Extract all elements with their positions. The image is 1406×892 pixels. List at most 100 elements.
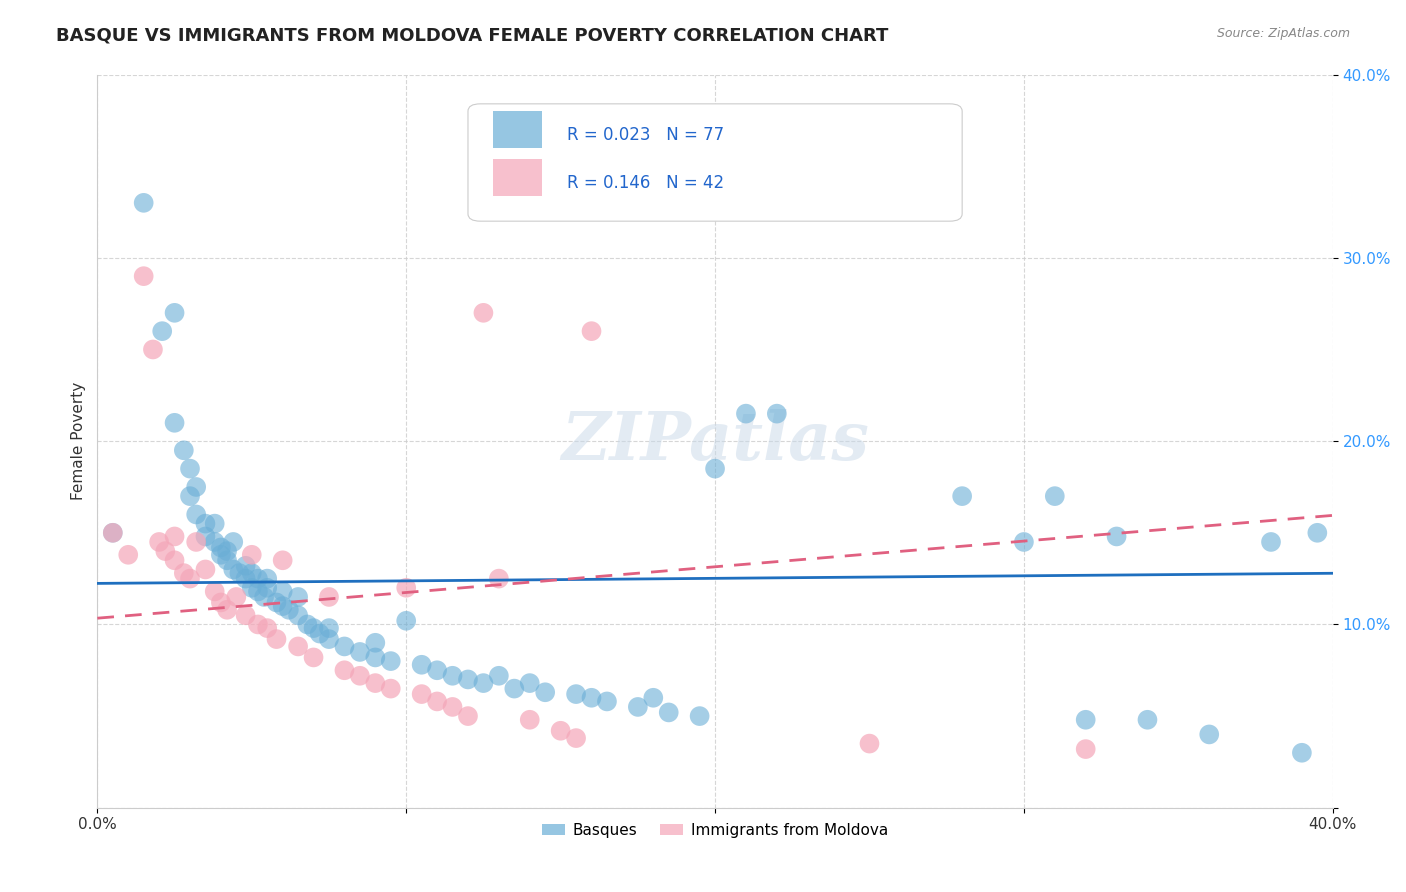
FancyBboxPatch shape xyxy=(468,103,962,221)
Basques xyxy=(318,632,340,646)
Immigrants from Moldova xyxy=(194,562,217,576)
Basques xyxy=(235,572,257,586)
Immigrants from Moldova xyxy=(287,640,309,654)
Text: R = 0.023   N = 77: R = 0.023 N = 77 xyxy=(567,126,724,144)
Immigrants from Moldova xyxy=(441,700,464,714)
Text: BASQUE VS IMMIGRANTS FROM MOLDOVA FEMALE POVERTY CORRELATION CHART: BASQUE VS IMMIGRANTS FROM MOLDOVA FEMALE… xyxy=(56,27,889,45)
Immigrants from Moldova xyxy=(488,572,510,586)
Basques xyxy=(132,195,155,210)
Basques xyxy=(256,581,278,595)
Basques xyxy=(488,669,510,683)
Immigrants from Moldova xyxy=(246,617,269,632)
Basques xyxy=(194,529,217,543)
Basques xyxy=(457,673,479,687)
Basques xyxy=(186,480,208,494)
Immigrants from Moldova xyxy=(132,269,155,284)
Basques xyxy=(256,572,278,586)
Basques xyxy=(411,657,433,672)
Basques xyxy=(581,690,603,705)
Immigrants from Moldova xyxy=(101,525,124,540)
Basques xyxy=(364,636,387,650)
Immigrants from Moldova xyxy=(266,632,288,646)
Immigrants from Moldova xyxy=(271,553,294,567)
Basques xyxy=(950,489,973,503)
Immigrants from Moldova xyxy=(472,306,495,320)
Basques xyxy=(217,553,239,567)
Immigrants from Moldova xyxy=(581,324,603,338)
Basques xyxy=(150,324,173,338)
Basques xyxy=(1012,535,1035,549)
Basques xyxy=(179,489,201,503)
Basques xyxy=(204,535,226,549)
Basques xyxy=(318,621,340,635)
Immigrants from Moldova xyxy=(148,535,170,549)
Immigrants from Moldova xyxy=(155,544,177,558)
Basques xyxy=(271,599,294,613)
Basques xyxy=(222,562,245,576)
Y-axis label: Female Poverty: Female Poverty xyxy=(72,382,86,500)
Basques xyxy=(565,687,588,701)
Basques xyxy=(222,535,245,549)
Immigrants from Moldova xyxy=(235,608,257,623)
Basques xyxy=(277,603,299,617)
Basques xyxy=(689,709,711,723)
Basques xyxy=(308,626,330,640)
Immigrants from Moldova xyxy=(142,343,165,357)
Basques xyxy=(173,443,195,458)
Text: Source: ZipAtlas.com: Source: ZipAtlas.com xyxy=(1216,27,1350,40)
Immigrants from Moldova xyxy=(411,687,433,701)
Basques xyxy=(658,706,681,720)
Basques xyxy=(349,645,371,659)
Bar xyxy=(492,159,543,195)
Basques xyxy=(766,407,789,421)
Basques xyxy=(1105,529,1128,543)
Basques xyxy=(297,617,319,632)
Bar xyxy=(492,112,543,148)
Basques xyxy=(627,700,650,714)
Basques xyxy=(596,694,619,708)
Immigrants from Moldova xyxy=(163,553,186,567)
Immigrants from Moldova xyxy=(217,603,239,617)
Basques xyxy=(217,544,239,558)
Basques xyxy=(364,650,387,665)
Basques xyxy=(395,614,418,628)
Basques xyxy=(1043,489,1066,503)
Immigrants from Moldova xyxy=(179,572,201,586)
Immigrants from Moldova xyxy=(318,590,340,604)
Basques xyxy=(186,508,208,522)
Legend: Basques, Immigrants from Moldova: Basques, Immigrants from Moldova xyxy=(536,817,894,844)
Basques xyxy=(1260,535,1282,549)
Immigrants from Moldova xyxy=(333,663,356,677)
Basques xyxy=(240,566,263,581)
Immigrants from Moldova xyxy=(364,676,387,690)
Basques xyxy=(1198,727,1220,741)
Immigrants from Moldova xyxy=(163,529,186,543)
Basques xyxy=(194,516,217,531)
Basques xyxy=(246,584,269,599)
Immigrants from Moldova xyxy=(457,709,479,723)
Immigrants from Moldova xyxy=(256,621,278,635)
Basques xyxy=(228,566,250,581)
Text: R = 0.146   N = 42: R = 0.146 N = 42 xyxy=(567,174,724,192)
Basques xyxy=(1306,525,1329,540)
Immigrants from Moldova xyxy=(519,713,541,727)
Basques xyxy=(302,621,325,635)
Immigrants from Moldova xyxy=(395,581,418,595)
Basques xyxy=(333,640,356,654)
Basques xyxy=(441,669,464,683)
Immigrants from Moldova xyxy=(204,584,226,599)
Immigrants from Moldova xyxy=(225,590,247,604)
Basques xyxy=(163,416,186,430)
Basques xyxy=(266,595,288,609)
Immigrants from Moldova xyxy=(1074,742,1097,756)
Immigrants from Moldova xyxy=(550,723,572,738)
Basques xyxy=(1136,713,1159,727)
Basques xyxy=(704,461,727,475)
Immigrants from Moldova xyxy=(209,595,232,609)
Immigrants from Moldova xyxy=(117,548,139,562)
Immigrants from Moldova xyxy=(349,669,371,683)
Basques xyxy=(235,558,257,573)
Basques xyxy=(735,407,758,421)
Basques xyxy=(519,676,541,690)
Basques xyxy=(1074,713,1097,727)
